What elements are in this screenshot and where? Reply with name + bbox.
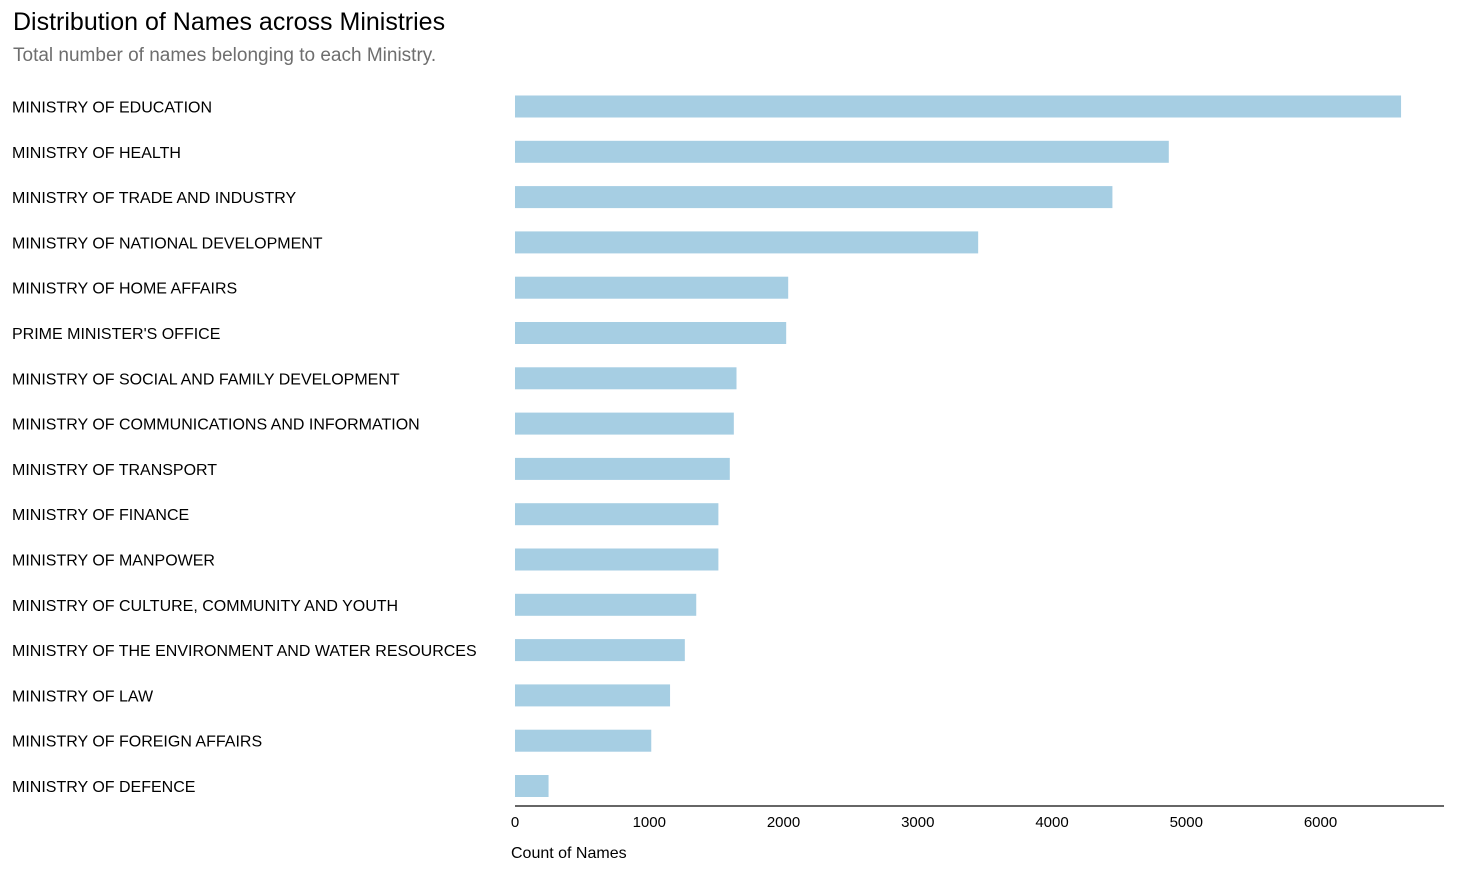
category-label: MINISTRY OF EDUCATION — [12, 100, 212, 117]
category-label: MINISTRY OF CULTURE, COMMUNITY AND YOUTH — [12, 598, 398, 615]
chart-title: Distribution of Names across Ministries — [13, 8, 446, 36]
bar — [515, 729, 652, 752]
category-label: MINISTRY OF FINANCE — [12, 507, 189, 524]
bar — [515, 231, 979, 254]
category-label: MINISTRY OF HEALTH — [12, 145, 181, 162]
x-axis-ticks: 0 1000 2000 3000 4000 5000 6000 — [511, 814, 1337, 831]
bar — [515, 684, 671, 707]
bar — [515, 276, 789, 299]
chart-subtitle: Total number of names belonging to each … — [13, 45, 437, 66]
category-label: MINISTRY OF FOREIGN AFFAIRS — [12, 734, 262, 751]
category-label: MINISTRY OF DEFENCE — [12, 779, 195, 796]
bar — [515, 186, 1113, 209]
bar — [515, 367, 737, 390]
category-label: MINISTRY OF TRANSPORT — [12, 462, 217, 479]
category-label: MINISTRY OF SOCIAL AND FAMILY DEVELOPMEN… — [12, 371, 400, 388]
bar — [515, 140, 1169, 163]
bar — [515, 457, 730, 480]
x-tick-label: 2000 — [767, 814, 800, 831]
category-label: MINISTRY OF MANPOWER — [12, 553, 215, 570]
category-label: MINISTRY OF THE ENVIRONMENT AND WATER RE… — [12, 643, 477, 660]
bars — [515, 95, 1402, 797]
x-axis-title: Count of Names — [511, 845, 627, 862]
category-label: MINISTRY OF NATIONAL DEVELOPMENT — [12, 235, 323, 252]
bar — [515, 412, 734, 435]
x-tick-label: 6000 — [1304, 814, 1337, 831]
bar — [515, 322, 787, 344]
x-tick-label: 4000 — [1035, 814, 1068, 831]
x-tick-label: 5000 — [1170, 814, 1203, 831]
category-label: PRIME MINISTER'S OFFICE — [12, 326, 220, 343]
bar — [515, 548, 719, 571]
bar — [515, 503, 719, 526]
bar — [515, 593, 697, 616]
category-labels: MINISTRY OF EDUCATION MINISTRY OF HEALTH M… — [12, 100, 477, 797]
bar — [515, 95, 1402, 118]
category-label: MINISTRY OF TRADE AND INDUSTRY — [12, 190, 297, 207]
x-tick-label: 0 — [511, 814, 519, 831]
category-label: MINISTRY OF COMMUNICATIONS AND INFORMATI… — [12, 417, 420, 434]
bar — [515, 775, 549, 797]
category-label: MINISTRY OF HOME AFFAIRS — [12, 281, 237, 298]
x-tick-label: 3000 — [901, 814, 934, 831]
x-tick-label: 1000 — [633, 814, 666, 831]
category-label: MINISTRY OF LAW — [12, 688, 154, 705]
bar — [515, 639, 685, 662]
